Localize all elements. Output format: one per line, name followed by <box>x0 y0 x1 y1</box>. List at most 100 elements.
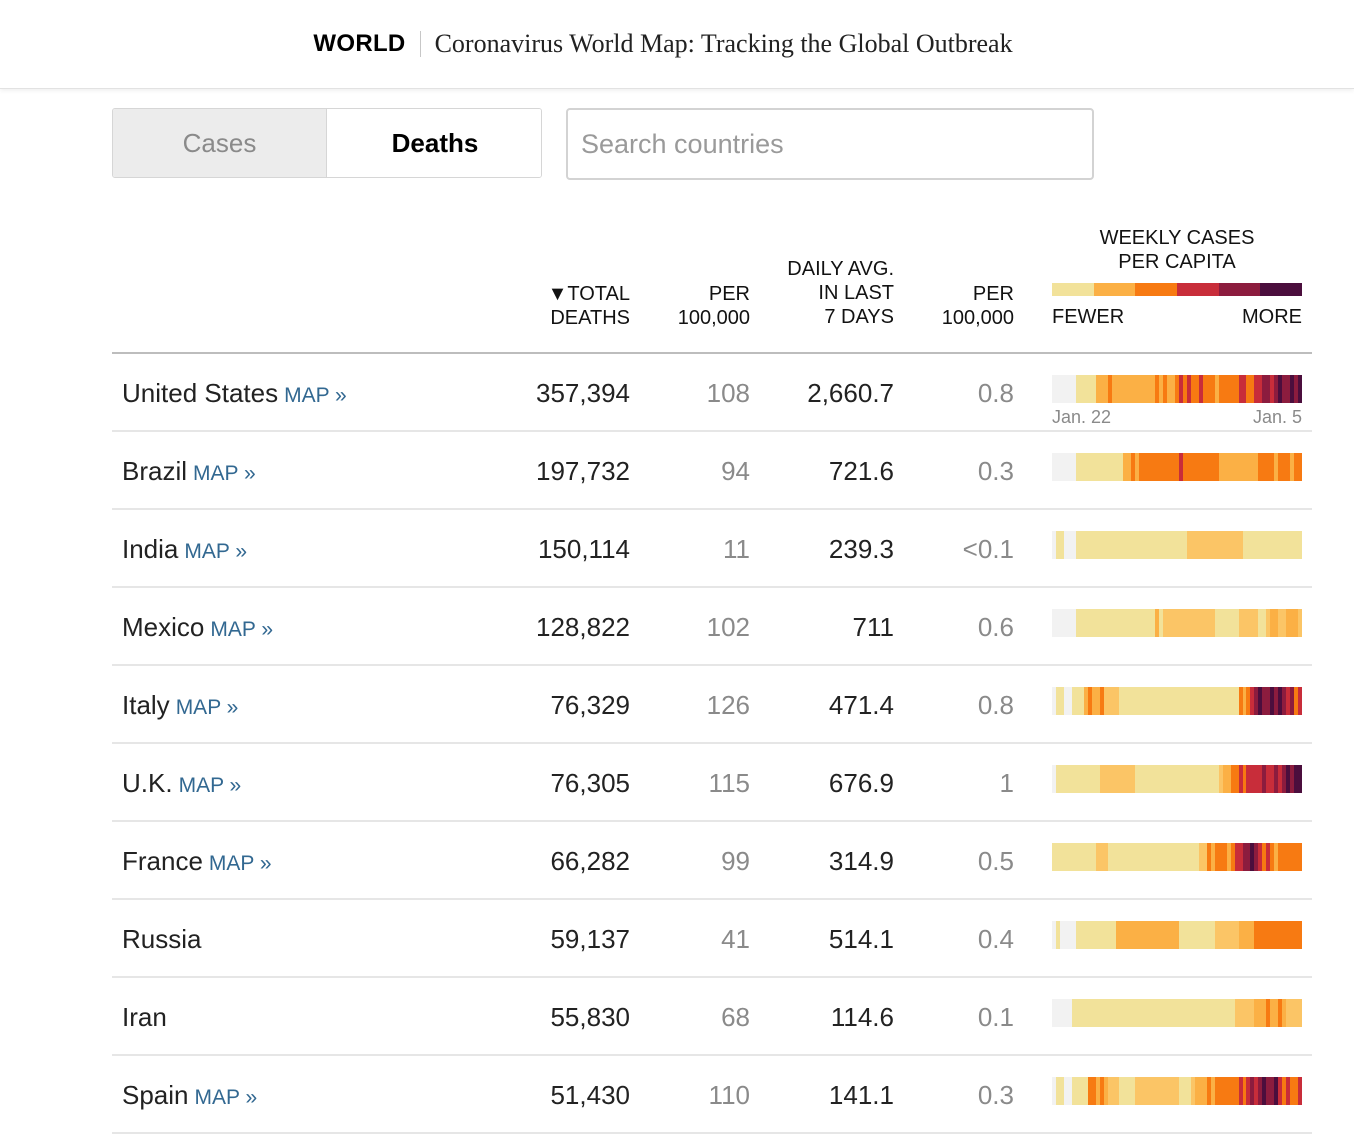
week-cell <box>1210 843 1215 871</box>
week-cell <box>1230 1077 1235 1105</box>
week-cell <box>1115 609 1120 637</box>
week-cell <box>1171 999 1176 1027</box>
week-cell <box>1266 765 1271 793</box>
week-cell <box>1214 1077 1219 1105</box>
week-cell <box>1063 453 1068 481</box>
table-row[interactable]: Russia 59,137 41 514.1 0.4 <box>112 900 1312 978</box>
legend-high-label: MORE <box>1242 306 1302 328</box>
table-row[interactable]: Italy MAP » 76,329 126 471.4 0.8 <box>112 666 1312 744</box>
daily-per-100k-value: <0.1 <box>962 534 1014 564</box>
table-row[interactable]: U.K. MAP » 76,305 115 676.9 1 <box>112 744 1312 822</box>
table-row[interactable]: France MAP » 66,282 99 314.9 0.5 <box>112 822 1312 900</box>
week-cell <box>1135 765 1140 793</box>
weekly-cases-heatstrip[interactable] <box>1052 609 1303 637</box>
week-cell <box>1123 921 1128 949</box>
week-cell <box>1202 999 1207 1027</box>
week-cell <box>1127 531 1132 559</box>
week-cell <box>1099 453 1104 481</box>
week-cell <box>1294 921 1299 949</box>
week-cell <box>1052 609 1056 637</box>
daily-per-100k-value: 0.5 <box>977 846 1014 876</box>
week-cell <box>1274 609 1279 637</box>
weekly-cases-heatstrip[interactable] <box>1052 843 1303 871</box>
legend-swatch <box>1093 283 1136 296</box>
daily-avg-value: 239.3 <box>828 534 894 564</box>
map-link[interactable]: MAP » <box>193 462 256 485</box>
week-cell <box>1167 921 1172 949</box>
column-header-total-deaths[interactable]: ▼TOTAL DEATHS <box>547 283 630 329</box>
week-cell <box>1238 687 1243 715</box>
week-cell <box>1182 687 1187 715</box>
week-cell <box>1198 609 1203 637</box>
week-cell <box>1242 765 1247 793</box>
week-cell <box>1194 375 1199 403</box>
week-cell <box>1067 921 1072 949</box>
search-input[interactable] <box>566 108 1094 180</box>
weekly-cases-heatstrip[interactable] <box>1052 999 1303 1027</box>
map-link[interactable]: MAP » <box>184 540 248 563</box>
country-name: Iran <box>122 1002 167 1033</box>
week-cell <box>1250 687 1255 715</box>
total-deaths-value: 128,822 <box>536 612 630 642</box>
weekly-cases-heatstrip[interactable] <box>1052 531 1303 559</box>
table-row[interactable]: India MAP » 150,114 11 239.3 <0.1 <box>112 510 1312 588</box>
table-row[interactable]: Mexico MAP » 128,822 102 711 0.6 <box>112 588 1312 666</box>
map-link[interactable]: MAP » <box>284 384 347 407</box>
week-cell <box>1230 609 1235 637</box>
week-cell <box>1175 609 1179 637</box>
weekly-cases-heatstrip[interactable] <box>1052 453 1303 481</box>
week-cell <box>1210 687 1215 715</box>
week-cell <box>1143 999 1148 1027</box>
week-cell <box>1091 609 1096 637</box>
map-link[interactable]: MAP » <box>194 1086 258 1109</box>
country-name: Brazil MAP » <box>122 456 256 487</box>
table-row[interactable]: United States MAP » 357,394 108 2,660.7 0.8 Ja… <box>112 354 1312 432</box>
week-cell <box>1095 453 1100 481</box>
table-row[interactable]: Brazil MAP » 197,732 94 721.6 0.3 <box>112 432 1312 510</box>
weekly-cases-heatstrip[interactable] <box>1052 765 1303 793</box>
deaths-toggle-button[interactable]: Deaths <box>327 109 541 177</box>
week-cell <box>1083 999 1088 1027</box>
table-row[interactable]: Iran 55,830 68 114.6 0.1 <box>112 978 1312 1056</box>
table-row[interactable]: Spain MAP » 51,430 110 141.1 0.3 <box>112 1056 1312 1134</box>
country-name: Mexico MAP » <box>122 612 273 643</box>
week-cell <box>1242 921 1247 949</box>
map-link[interactable]: MAP » <box>178 774 242 797</box>
map-link[interactable]: MAP » <box>175 696 239 719</box>
section-link[interactable]: WORLD <box>313 30 406 57</box>
week-cell <box>1071 531 1076 559</box>
country-label: Iran <box>122 1002 167 1032</box>
map-link[interactable]: MAP » <box>210 618 274 641</box>
week-cell <box>1230 453 1235 481</box>
week-cell <box>1095 765 1100 793</box>
column-header-daily-avg[interactable]: DAILY AVG. IN LAST 7 DAYS <box>787 258 894 328</box>
map-link[interactable]: MAP » <box>208 852 272 875</box>
weekly-cases-heatstrip[interactable] <box>1052 375 1303 403</box>
end-date-label: Jan. 5 <box>1252 407 1302 427</box>
week-cell <box>1274 843 1279 871</box>
week-cell <box>1143 609 1148 637</box>
weekly-cases-heatstrip[interactable] <box>1052 921 1303 949</box>
week-cell <box>1270 921 1275 949</box>
column-header-daily-per-100k[interactable]: PER 100,000 <box>941 283 1014 329</box>
country-label: Italy <box>122 690 170 720</box>
weekly-cases-heatstrip[interactable] <box>1052 1077 1303 1105</box>
weekly-cases-heatstrip[interactable] <box>1052 687 1303 715</box>
week-cell <box>1059 687 1064 715</box>
week-cell <box>1139 453 1144 481</box>
week-cell <box>1055 1077 1060 1105</box>
week-cell <box>1290 453 1295 481</box>
week-cell <box>1258 1077 1263 1105</box>
week-cell <box>1159 687 1164 715</box>
cases-toggle-button[interactable]: Cases <box>113 109 327 177</box>
column-header-per-100k[interactable]: PER 100,000 <box>677 283 750 329</box>
week-cell <box>1294 687 1299 715</box>
week-cell <box>1127 921 1132 949</box>
week-cell <box>1254 375 1259 403</box>
week-cell <box>1123 687 1128 715</box>
page-title[interactable]: Coronavirus World Map: Tracking the Glob… <box>434 29 1013 58</box>
column-header-weekly-cases: WEEKLY CASES PER CAPITA <box>1099 227 1255 273</box>
country-name: Italy MAP » <box>122 690 238 721</box>
week-cell <box>1226 453 1231 481</box>
week-cell <box>1067 687 1072 715</box>
